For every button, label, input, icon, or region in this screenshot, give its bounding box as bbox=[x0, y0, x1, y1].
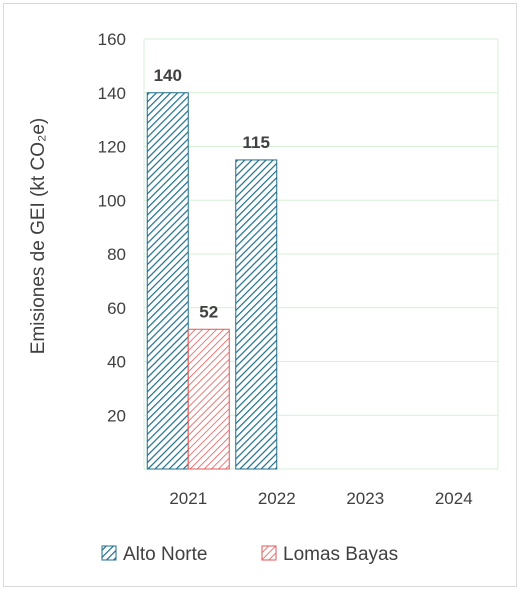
data-label-alto-norte-2021: 140 bbox=[154, 66, 182, 85]
x-axis-ticks: 2021 2022 2023 2024 bbox=[169, 489, 472, 508]
y-tick-label: 120 bbox=[98, 138, 126, 157]
bars bbox=[146, 92, 278, 470]
y-axis-ticks: 20 40 60 80 100 120 140 160 bbox=[98, 30, 126, 425]
data-label-alto-norte-2022: 115 bbox=[243, 133, 270, 152]
data-labels: 140 52 115 bbox=[154, 66, 270, 322]
y-tick-label: 60 bbox=[107, 299, 126, 318]
x-tick-label: 2023 bbox=[346, 489, 384, 508]
bar-alto-norte-2022 bbox=[235, 159, 278, 470]
legend: Alto Norte Lomas Bayas bbox=[101, 544, 398, 565]
legend-label-alto-norte: Alto Norte bbox=[123, 544, 207, 565]
legend-swatch-lomas-bayas bbox=[261, 545, 277, 561]
y-tick-label: 140 bbox=[98, 84, 126, 103]
bar-lomas-bayas-2021 bbox=[187, 328, 230, 470]
chart-frame: 140 52 115 20 40 60 80 100 120 140 160 2021 2022 20… bbox=[3, 3, 517, 587]
y-tick-label: 40 bbox=[107, 353, 126, 372]
y-tick-label: 100 bbox=[98, 191, 126, 210]
data-label-lomas-bayas-2021: 52 bbox=[199, 302, 218, 321]
legend-swatch-alto-norte bbox=[101, 545, 117, 561]
y-tick-label: 20 bbox=[107, 406, 126, 425]
x-tick-label: 2024 bbox=[435, 489, 473, 508]
x-tick-label: 2021 bbox=[169, 489, 207, 508]
x-tick-label: 2022 bbox=[258, 489, 296, 508]
legend-label-lomas-bayas: Lomas Bayas bbox=[283, 544, 398, 565]
bar-alto-norte-2021 bbox=[146, 92, 189, 470]
y-tick-label: 160 bbox=[98, 30, 126, 49]
y-tick-label: 80 bbox=[107, 245, 126, 264]
y-axis-label: Emisiones de GEI (kt CO₂e) bbox=[28, 118, 49, 355]
